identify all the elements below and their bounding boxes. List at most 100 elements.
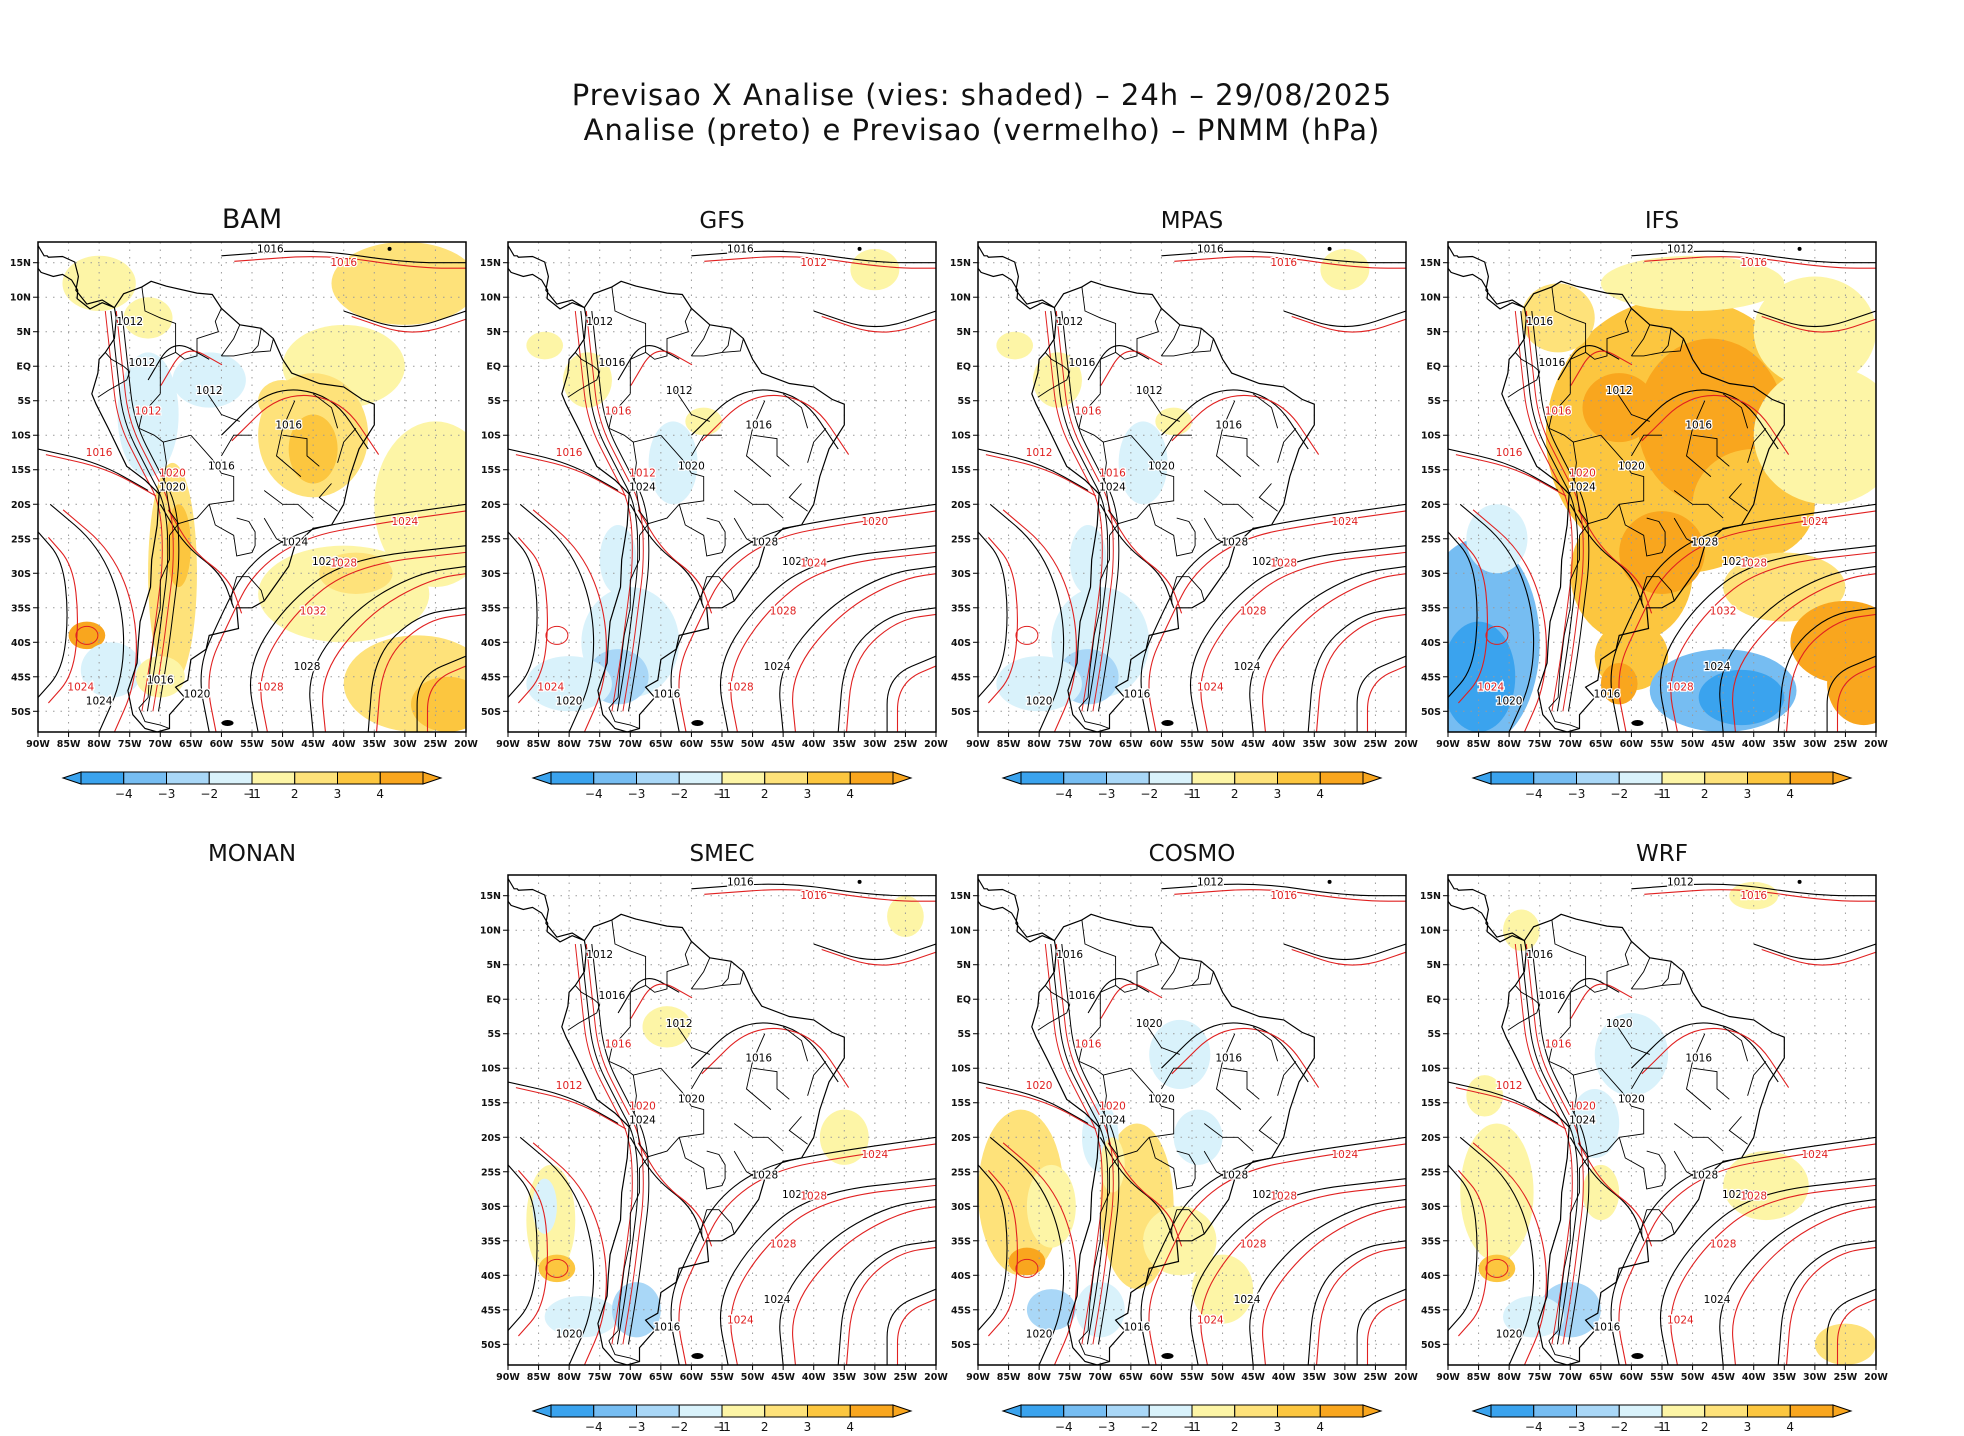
analysis-isobar: [691, 1022, 839, 1083]
colorbar-bin: [1576, 771, 1620, 785]
x-tick-label: 30W: [1803, 739, 1827, 750]
analysis-isobar-label: 1020: [1618, 461, 1645, 473]
x-tick-label: 50W: [1681, 1372, 1705, 1383]
forecast-isobar-label: 1016: [800, 890, 827, 902]
analysis-isobar-label: 1028: [751, 537, 778, 549]
x-tick-label: 70W: [618, 1372, 642, 1383]
analysis-isobar: [837, 1240, 936, 1365]
analysis-isobar-label: 1024: [1704, 661, 1731, 673]
country-border: [1161, 971, 1214, 990]
y-tick-label: EQ: [16, 362, 31, 373]
country-border: [1176, 1209, 1205, 1235]
panel-title: MPAS: [1161, 208, 1224, 234]
country-border: [276, 400, 302, 477]
country-border: [611, 286, 647, 394]
colorbar-bin: [1576, 1404, 1620, 1418]
y-tick-label: 5S: [958, 396, 972, 407]
country-border: [721, 961, 732, 986]
y-tick-label: 10N: [480, 293, 501, 304]
country-border: [138, 393, 167, 495]
forecast-isobar: [1785, 1246, 1876, 1365]
country-border: [1203, 1123, 1254, 1152]
forecast-isobar-label: 1024: [1667, 1315, 1694, 1327]
colorbar-bin: [1234, 771, 1278, 785]
country-border: [678, 1137, 726, 1190]
panel-title: COSMO: [1149, 841, 1236, 867]
forecast-closed-isobar: [1485, 625, 1509, 645]
forecast-isobar: [1171, 1027, 1320, 1088]
forecast-isobar: [701, 394, 850, 455]
x-tick-label: 65W: [649, 1372, 673, 1383]
forecast-isobar: [47, 537, 78, 704]
colorbar-extend-low: [1001, 771, 1022, 785]
y-tick-label: 45S: [1421, 672, 1441, 683]
colorbar-bin: [807, 1404, 851, 1418]
colorbar-label: 4: [846, 787, 854, 801]
colorbar-extend-low: [531, 1404, 552, 1418]
forecast-isobar: [1171, 394, 1320, 455]
y-tick-label: 10S: [11, 431, 31, 442]
country-border: [672, 386, 710, 422]
country-border: [691, 971, 744, 990]
y-tick-label: 15S: [951, 465, 971, 476]
colorbar-bin: [251, 771, 296, 785]
y-tick-label: 5N: [1426, 327, 1441, 338]
colorbar-label: 3: [1274, 1420, 1282, 1434]
forecast-isobar: [62, 509, 137, 732]
country-border: [231, 576, 238, 605]
forecast-isobar: [322, 573, 466, 732]
bias-patch: [526, 331, 564, 360]
country-border: [807, 1061, 827, 1096]
colorbar-label: 1: [248, 787, 256, 801]
colorbar-extend-low: [1471, 771, 1492, 785]
forecast-isobar-label: 1020: [1569, 1101, 1596, 1113]
forecast-isobar-label: 1016: [1075, 406, 1102, 418]
analysis-isobar-label: 1028: [294, 661, 321, 673]
analysis-isobar-label: 1020: [1496, 695, 1523, 707]
country-border: [1722, 393, 1749, 429]
analysis-isobar-label: 1028: [1691, 1170, 1718, 1182]
analysis-isobar: [1161, 1022, 1309, 1083]
country-border: [1258, 1116, 1278, 1145]
country-border: [746, 1033, 772, 1110]
island-dot: [1797, 246, 1802, 251]
analysis-isobar-label: 1024: [629, 481, 656, 493]
panel-title: GFS: [699, 208, 744, 234]
forecast-isobar-label: 1020: [629, 1101, 656, 1113]
andes-isobar: [591, 943, 650, 1345]
colorbar-bin: [1747, 1404, 1791, 1418]
colorbar: −4 −3 −2 −11 2 3 4: [1471, 1404, 1853, 1434]
analysis-isobar-label: 1016: [1069, 990, 1096, 1002]
y-tick-label: 15S: [951, 1098, 971, 1109]
analysis-isobar: [1610, 503, 1876, 732]
y-tick-label: 5S: [1428, 396, 1442, 407]
bias-patch: [410, 676, 466, 732]
analysis-isobar-label: 1016: [1124, 1321, 1151, 1333]
andes-isobar: [1055, 310, 1114, 712]
forecast-isobar-label: 1024: [800, 557, 827, 569]
country-border: [701, 1209, 708, 1238]
analysis-isobar-label: 1028: [1221, 1170, 1248, 1182]
country-border: [1142, 1019, 1180, 1055]
y-tick-label: 15N: [950, 891, 971, 902]
x-tick-label: 45W: [771, 739, 795, 750]
x-tick-label: 35W: [832, 1372, 856, 1383]
y-tick-label: 5N: [486, 960, 501, 971]
colorbar-label: 1: [1188, 1420, 1196, 1434]
analysis-isobar-label: 1012: [666, 385, 693, 397]
forecast-isobar-label: 1024: [1331, 1149, 1358, 1161]
panel-plot-area: 1016101210161012101610201024102810281024…: [508, 242, 936, 732]
country-border: [691, 434, 722, 457]
x-tick-label: 25W: [1364, 739, 1388, 750]
y-tick-label: 10S: [1421, 1064, 1441, 1075]
forecast-isobar-label: 1024: [861, 1149, 888, 1161]
panel-gfs: GFS1016101210161012101610201024102810281…: [480, 208, 949, 801]
analysis-isobar: [1189, 545, 1406, 732]
colorbar-label: 2: [761, 1420, 769, 1434]
bias-patch: [1521, 283, 1595, 353]
y-tick-label: 50S: [481, 707, 501, 718]
x-tick-label: 85W: [527, 739, 551, 750]
forecast-isobar: [234, 256, 466, 269]
analysis-isobar: [1283, 310, 1406, 328]
colorbar-label: −4: [1055, 1420, 1073, 1434]
